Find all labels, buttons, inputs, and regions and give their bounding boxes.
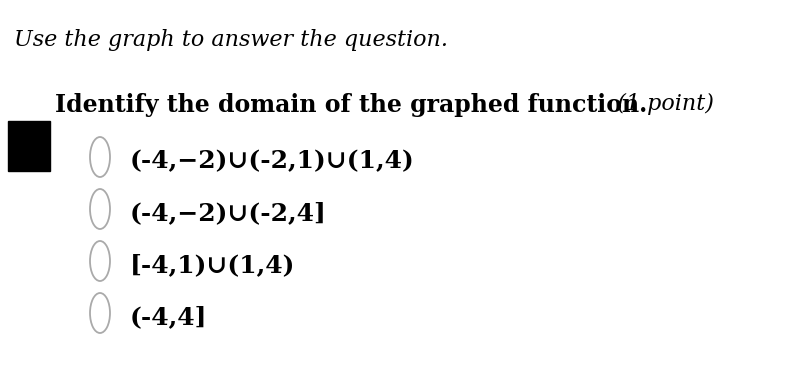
FancyBboxPatch shape [8,121,50,171]
Text: (-4,4]: (-4,4] [130,305,207,329]
Text: Identify the domain of the graphed function.: Identify the domain of the graphed funct… [55,93,647,117]
Text: Use the graph to answer the question.: Use the graph to answer the question. [14,29,448,51]
Text: (1 point): (1 point) [603,93,714,115]
Text: (-4,−2)∪(-2,1)∪(1,4): (-4,−2)∪(-2,1)∪(1,4) [130,149,414,173]
Text: [-4,1)∪(1,4): [-4,1)∪(1,4) [130,253,295,277]
Text: (-4,−2)∪(-2,4]: (-4,−2)∪(-2,4] [130,201,327,225]
